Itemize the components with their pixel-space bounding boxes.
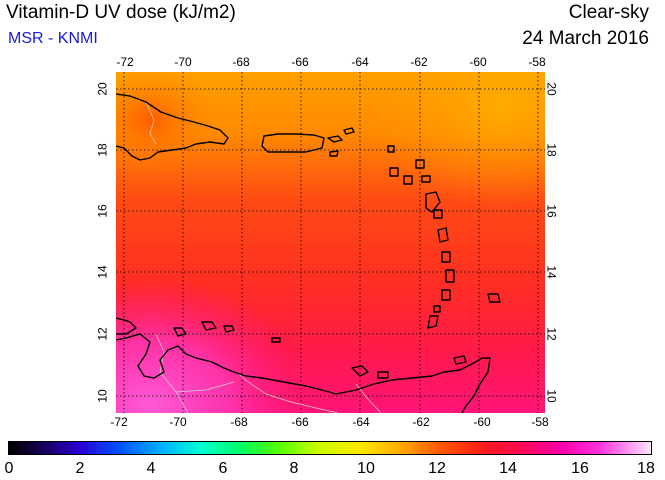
coastlines: [116, 93, 501, 413]
lon-tick-top: -66: [291, 55, 309, 69]
uv-dose-map: [116, 72, 545, 413]
lon-tick-top: -58: [528, 55, 546, 69]
lon-tick-bottom: -66: [291, 415, 309, 429]
lon-tick-bottom: -62: [412, 415, 430, 429]
map-mode: Clear-sky: [568, 2, 649, 23]
lon-tick-bottom: -72: [110, 415, 128, 429]
country-borders: [145, 101, 382, 413]
lat-tick-left: 18: [95, 143, 110, 157]
lat-tick-left: 10: [95, 389, 110, 403]
lon-tick-bottom: -60: [473, 415, 491, 429]
uv-dose-colorbar: [8, 441, 652, 455]
lon-tick-bottom: -64: [352, 415, 370, 429]
lon-tick-top: -70: [174, 55, 192, 69]
lon-tick-top: -68: [232, 55, 250, 69]
colorbar-tick: 14: [499, 460, 517, 477]
colorbar-tick: 10: [357, 460, 375, 477]
colorbar-tick: 18: [637, 460, 655, 477]
lat-tick-right: 12: [544, 327, 559, 341]
colorbar-tick: 8: [289, 460, 299, 477]
colorbar-tick: 6: [218, 460, 228, 477]
lat-tick-right: 14: [544, 265, 559, 279]
lon-tick-bottom: -68: [230, 415, 248, 429]
lat-tick-right: 16: [544, 204, 559, 218]
lon-tick-top: -72: [116, 55, 134, 69]
colorbar-tick: 2: [75, 460, 85, 477]
lon-tick-top: -60: [469, 55, 487, 69]
map-source: MSR - KNMI: [8, 30, 98, 47]
lon-tick-bottom: -58: [531, 415, 549, 429]
colorbar-tick: 4: [146, 460, 156, 477]
lon-tick-bottom: -70: [169, 415, 187, 429]
lat-tick-right: 18: [544, 143, 559, 157]
colorbar-tick: 16: [571, 460, 589, 477]
map-date: 24 March 2016: [522, 28, 649, 49]
lon-tick-top: -64: [351, 55, 369, 69]
colorbar-tick: 12: [428, 460, 446, 477]
lat-tick-left: 16: [95, 204, 110, 218]
lat-tick-left: 12: [95, 327, 110, 341]
colorbar-tick: 0: [4, 460, 14, 477]
lat-tick-left: 20: [95, 82, 110, 96]
map-title: Vitamin-D UV dose (kJ/m2): [6, 2, 236, 23]
lon-tick-top: -62: [410, 55, 428, 69]
lat-tick-left: 14: [95, 265, 110, 279]
lat-tick-right: 20: [544, 82, 559, 96]
lat-tick-right: 10: [544, 389, 559, 403]
